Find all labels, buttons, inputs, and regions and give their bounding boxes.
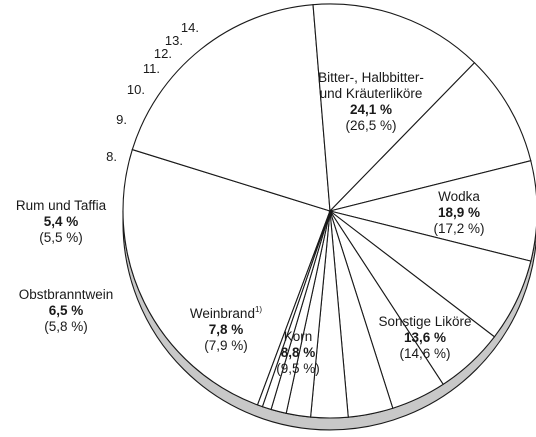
pie-slices bbox=[122, 3, 536, 419]
pie-slice-korn bbox=[328, 61, 532, 213]
slice-number-s12: 12. bbox=[154, 46, 172, 61]
slice-name-wodka: Wodka bbox=[438, 189, 480, 204]
slice-prev-value-wodka: (17,2 %) bbox=[433, 221, 484, 236]
slice-name-bitter-2: und Kräuterliköre bbox=[320, 86, 423, 101]
slice-label-bitter: Bitter-, Halbbitter-und Kräuterliköre24,… bbox=[318, 70, 424, 133]
slice-value-weinbrand: 7,8 % bbox=[209, 322, 244, 337]
slice-number-s13: 13. bbox=[165, 33, 183, 48]
slice-value-rum: 5,4 % bbox=[44, 214, 79, 229]
slice-prev-value-bitter: (26,5 %) bbox=[345, 118, 396, 133]
pie-slice-weinbrand bbox=[329, 160, 536, 262]
slice-prev-value-korn: (9,5 %) bbox=[276, 361, 320, 376]
slice-name-rum: Rum und Taffia bbox=[16, 198, 107, 213]
slice-value-obst: 6,5 % bbox=[49, 303, 84, 318]
slice-label-weinbrand: Weinbrand1)7,8 %(7,9 %) bbox=[190, 305, 262, 353]
slice-footnote-weinbrand: 1) bbox=[255, 305, 262, 314]
slice-prev-value-rum: (5,5 %) bbox=[39, 230, 83, 245]
pie-slice-wodka bbox=[131, 4, 331, 212]
slice-name-obst: Obstbranntwein bbox=[19, 287, 114, 302]
pie-slice-s14 bbox=[256, 210, 331, 408]
slice-number-s9: 9. bbox=[116, 112, 127, 127]
pie-slice-sonstige bbox=[312, 3, 476, 213]
slice-number-s14: 14. bbox=[181, 20, 199, 35]
slice-value-sonstige: 13,6 % bbox=[404, 330, 446, 345]
slice-prev-value-sonstige: (14,6 %) bbox=[399, 346, 450, 361]
pie-slice-bitter bbox=[122, 148, 331, 406]
slice-value-korn: 8,8 % bbox=[281, 345, 316, 360]
pie-labels: Bitter-, Halbbitter-und Kräuterliköre24,… bbox=[16, 20, 485, 376]
slice-name-sonstige: Sonstige Liköre bbox=[378, 314, 471, 329]
slice-value-bitter: 24,1 % bbox=[350, 102, 392, 117]
slice-name-korn: Korn bbox=[284, 329, 313, 344]
slice-number-s11: 11. bbox=[143, 61, 160, 76]
slice-number-s10: 10. bbox=[127, 82, 145, 97]
slice-prev-value-obst: (5,8 %) bbox=[44, 319, 88, 334]
slice-value-wodka: 18,9 % bbox=[438, 205, 480, 220]
slice-name-bitter-1: Bitter-, Halbbitter- bbox=[318, 70, 424, 85]
slice-name-weinbrand: Weinbrand1) bbox=[190, 305, 262, 321]
slice-number-s8: 8. bbox=[106, 149, 117, 164]
slice-prev-value-weinbrand: (7,9 %) bbox=[204, 338, 248, 353]
